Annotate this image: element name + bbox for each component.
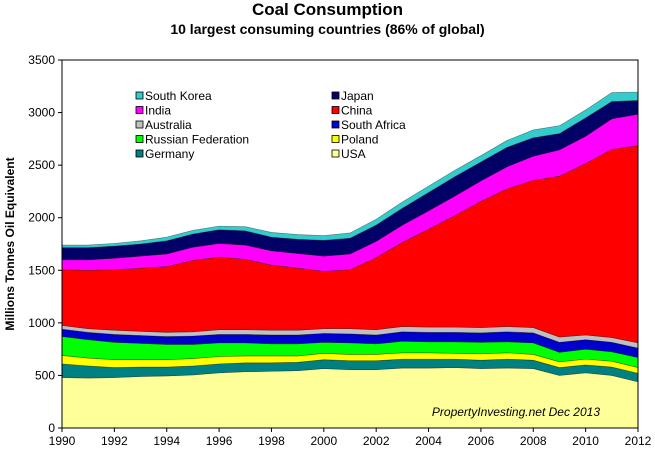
legend-swatch bbox=[331, 106, 340, 114]
x-tick-label: 1994 bbox=[153, 434, 180, 448]
credit-annotation: PropertyInvesting.net Dec 2013 bbox=[432, 405, 600, 419]
y-tick-label: 1500 bbox=[28, 263, 55, 277]
legend-swatch bbox=[135, 135, 144, 143]
legend-label: Poland bbox=[341, 133, 378, 147]
legend-label: Japan bbox=[341, 89, 374, 103]
plot-border bbox=[61, 59, 639, 429]
x-tick-label: 2000 bbox=[310, 434, 337, 448]
plot-frame: 0 500 1000 1500 2000 2500 3000 3500 1990 1992 1994… bbox=[3, 53, 652, 448]
x-tick-label: 1998 bbox=[258, 434, 285, 448]
x-tick-label: 2010 bbox=[572, 434, 599, 448]
legend-swatch bbox=[135, 120, 144, 129]
chart-subtitle: 10 largest consuming countries (86% of g… bbox=[170, 21, 485, 37]
y-tick-label: 1000 bbox=[28, 316, 55, 330]
x-tick-label: 2012 bbox=[625, 434, 652, 448]
legend: South Korea Japan India China Australia South… bbox=[135, 89, 406, 161]
legend-swatch bbox=[135, 91, 144, 100]
y-tick-label: 2000 bbox=[28, 211, 55, 225]
x-tick-label: 1992 bbox=[101, 434, 128, 448]
y-tick-label: 0 bbox=[48, 421, 55, 435]
stacked-areas bbox=[61, 91, 639, 429]
x-tick-label: 2006 bbox=[468, 434, 495, 448]
legend-swatch bbox=[331, 120, 340, 129]
legend-swatch bbox=[135, 106, 144, 114]
legend-swatch bbox=[135, 149, 144, 158]
y-axis-label: Millions Tonnes Oil Equivalent bbox=[3, 157, 17, 330]
legend-label: India bbox=[145, 104, 171, 118]
legend-label: USA bbox=[341, 147, 366, 161]
y-tick-label: 3500 bbox=[28, 53, 55, 67]
y-tick-label: 3000 bbox=[28, 106, 55, 120]
legend-label: South Africa bbox=[341, 118, 406, 132]
y-tick-label: 500 bbox=[35, 368, 55, 382]
legend-label: Germany bbox=[145, 147, 194, 161]
legend-swatch bbox=[331, 135, 340, 143]
x-tick-label: 2008 bbox=[520, 434, 547, 448]
legend-swatch bbox=[331, 149, 340, 158]
x-tick-label: 2004 bbox=[415, 434, 442, 448]
legend-swatch bbox=[331, 91, 340, 100]
legend-label: China bbox=[341, 104, 373, 118]
x-tick-label: 1996 bbox=[206, 434, 233, 448]
x-tick-label: 2002 bbox=[363, 434, 390, 448]
legend-label: South Korea bbox=[145, 89, 212, 103]
legend-label: Australia bbox=[145, 118, 192, 132]
x-tick-label: 1990 bbox=[49, 434, 76, 448]
legend-label: Russian Federation bbox=[145, 133, 249, 147]
y-tick-label: 2500 bbox=[28, 158, 55, 172]
chart-title: Coal Consumption bbox=[251, 0, 404, 19]
